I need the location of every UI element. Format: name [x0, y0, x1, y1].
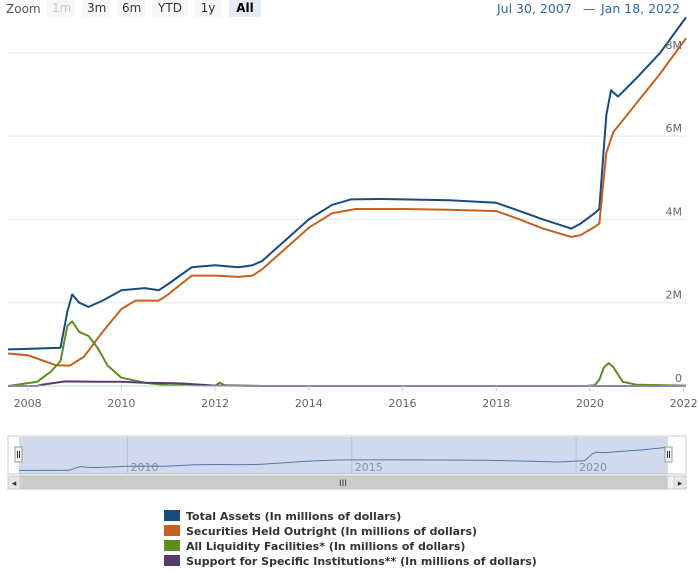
series-line-0 — [7, 16, 687, 351]
navigator-right-handle[interactable] — [664, 446, 673, 463]
zoom-3m-button[interactable]: 3m — [82, 0, 110, 17]
scrollbar[interactable]: III ◂ ▸ — [7, 475, 687, 490]
zoom-6m-button[interactable]: 6m — [117, 0, 145, 17]
scroll-left-button[interactable] — [7, 475, 21, 490]
navigator-grid: 2010 2015 2020 — [127, 436, 607, 474]
legend-swatch — [164, 555, 180, 566]
scroll-right-button[interactable] — [673, 475, 687, 490]
legend-item-specific-institutions[interactable]: Support for Specific Institutions** (In … — [164, 554, 537, 569]
range-selector: Zoom 1m 3m 6m YTD 1y All Jul 30, 2007 — … — [0, 0, 699, 18]
navigator-tick-label: 2010 — [131, 461, 159, 474]
legend-item-total-assets[interactable]: Total Assets (In millions of dollars) — [164, 509, 537, 524]
x-tick-label: 2012 — [201, 397, 229, 410]
x-tick-label: 2008 — [14, 397, 42, 410]
zoom-label: Zoom — [6, 2, 41, 16]
legend-swatch — [164, 525, 180, 536]
x-tick-label: 2018 — [482, 397, 510, 410]
navigator-left-handle[interactable] — [14, 446, 23, 463]
navigator[interactable]: 2010 2015 2020 — [7, 435, 687, 475]
legend-label: Securities Held Outright (In millions of… — [186, 525, 478, 538]
navigator-series-line — [19, 446, 669, 471]
y-tick-label: 6M — [666, 122, 683, 135]
y-axis-ticks: 0 2M 4M 6M 8M — [666, 39, 683, 385]
zoom-ytd-button[interactable]: YTD — [152, 0, 188, 17]
y-tick-label: 0 — [675, 372, 682, 385]
scroll-right-arrow-icon: ▸ — [678, 479, 683, 489]
legend-label: All Liquidity Facilities* (In millions o… — [186, 540, 466, 553]
y-tick-label: 4M — [666, 205, 683, 218]
legend-item-securities-held[interactable]: Securities Held Outright (In millions of… — [164, 524, 537, 539]
x-axis-ticks: 2008 2010 2012 2014 2016 2018 2020 2022 — [14, 386, 698, 410]
x-tick-label: 2014 — [295, 397, 323, 410]
x-tick-label: 2016 — [389, 397, 417, 410]
legend-label: Support for Specific Institutions** (In … — [186, 555, 537, 568]
scrollbar-grip: III — [339, 479, 347, 489]
chart: 2008 2010 2012 2014 2016 2018 2020 2022 0 2M 4M 6M… — [7, 16, 698, 490]
series-line-3 — [8, 380, 686, 387]
date-to-input[interactable]: Jan 18, 2022 — [601, 1, 680, 16]
legend: Total Assets (In millions of dollars) Se… — [164, 509, 537, 569]
navigator-tick-label: 2020 — [579, 461, 607, 474]
zoom-1m-button[interactable]: 1m — [47, 0, 75, 17]
date-range-dash: — — [583, 1, 596, 16]
legend-swatch — [164, 510, 180, 521]
zoom-all-button[interactable]: All — [229, 0, 261, 17]
x-tick-label: 2010 — [107, 397, 135, 410]
series-line-1 — [7, 37, 687, 367]
navigator-background — [7, 435, 687, 475]
x-tick-label: 2020 — [576, 397, 604, 410]
legend-label: Total Assets (In millions of dollars) — [186, 510, 402, 523]
navigator-mask-selected — [19, 437, 668, 474]
grid-lines — [8, 52, 686, 304]
legend-item-liquidity-facilities[interactable]: All Liquidity Facilities* (In millions o… — [164, 539, 537, 554]
zoom-1y-button[interactable]: 1y — [194, 0, 222, 17]
navigator-tick-label: 2015 — [355, 461, 383, 474]
scroll-left-arrow-icon: ◂ — [12, 479, 17, 489]
series-line-2 — [7, 320, 687, 387]
date-from-input[interactable]: Jul 30, 2007 — [497, 1, 572, 16]
x-tick-label: 2022 — [670, 397, 698, 410]
legend-swatch — [164, 540, 180, 551]
y-tick-label: 8M — [666, 39, 683, 52]
y-tick-label: 2M — [666, 289, 683, 302]
series-lines — [7, 16, 687, 387]
